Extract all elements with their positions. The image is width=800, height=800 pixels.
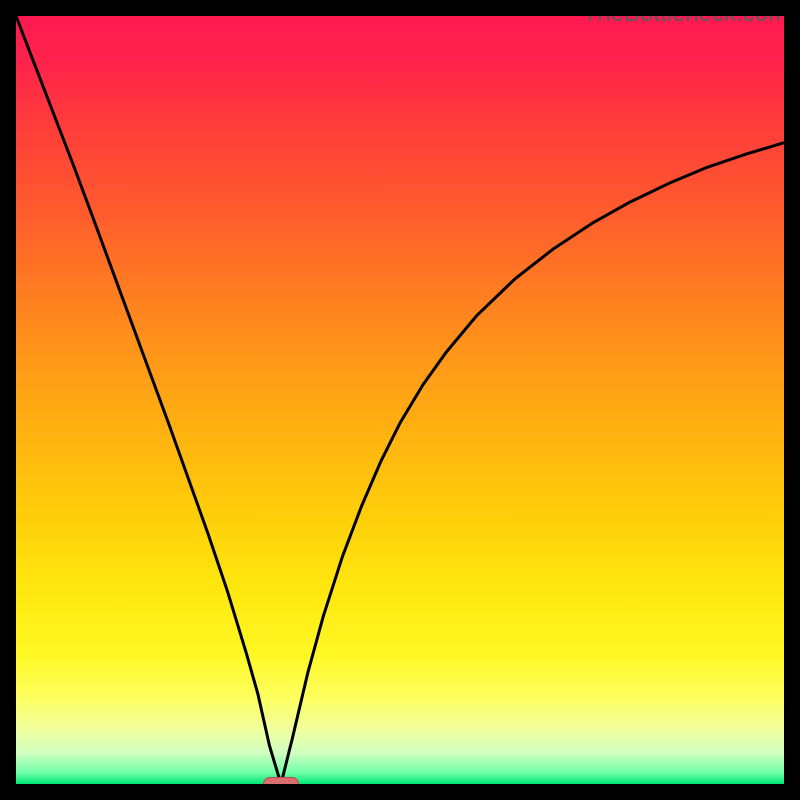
frame-bar [0, 784, 800, 800]
bottleneck-curve [16, 16, 784, 784]
frame-bar [0, 0, 16, 800]
frame-bar [0, 0, 800, 16]
frame-bar [784, 0, 800, 800]
